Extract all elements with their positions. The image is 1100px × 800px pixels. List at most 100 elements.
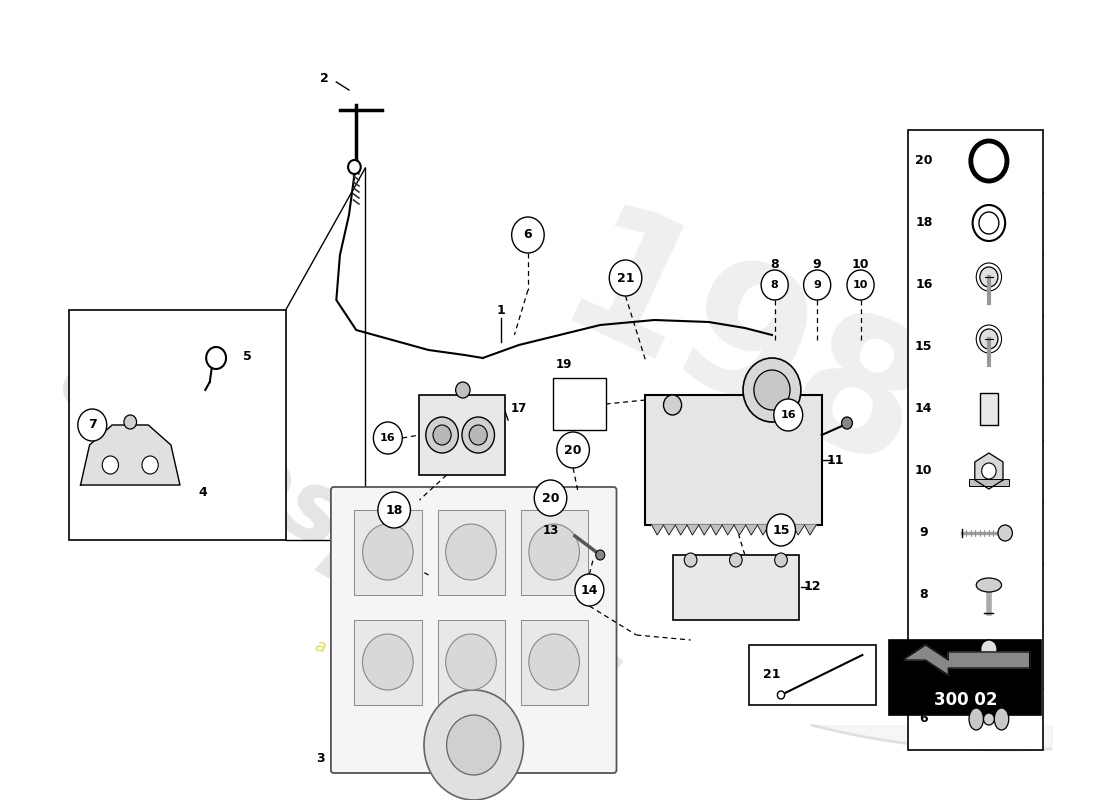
Text: 16: 16: [915, 278, 933, 291]
Text: 2: 2: [320, 71, 329, 85]
Ellipse shape: [976, 578, 1001, 592]
Circle shape: [998, 525, 1012, 541]
Circle shape: [206, 347, 225, 369]
Text: 10: 10: [851, 258, 869, 271]
Text: 7: 7: [920, 650, 928, 663]
Circle shape: [512, 217, 544, 253]
Text: 18: 18: [385, 503, 403, 517]
Text: 9: 9: [813, 258, 822, 271]
Text: 5: 5: [243, 350, 252, 362]
Polygon shape: [652, 525, 663, 535]
Text: 13: 13: [542, 523, 559, 537]
Text: 4: 4: [198, 486, 207, 498]
Circle shape: [980, 267, 998, 287]
FancyBboxPatch shape: [749, 645, 876, 705]
Text: 21: 21: [763, 669, 780, 682]
Text: 20: 20: [564, 443, 582, 457]
Circle shape: [767, 514, 795, 546]
Circle shape: [124, 415, 136, 429]
Circle shape: [804, 270, 830, 300]
FancyBboxPatch shape: [672, 555, 799, 620]
FancyBboxPatch shape: [980, 393, 998, 425]
Text: eurospares: eurospares: [40, 330, 636, 730]
FancyBboxPatch shape: [419, 395, 505, 475]
Polygon shape: [723, 525, 734, 535]
Circle shape: [447, 715, 500, 775]
Text: 21: 21: [617, 271, 635, 285]
Text: 12: 12: [804, 581, 822, 594]
Circle shape: [575, 574, 604, 606]
Text: 1985: 1985: [535, 194, 1064, 566]
Text: 300 02: 300 02: [934, 691, 997, 709]
Text: 14: 14: [915, 402, 933, 415]
Text: 1: 1: [496, 303, 505, 317]
Circle shape: [729, 553, 743, 567]
FancyBboxPatch shape: [354, 620, 422, 705]
Text: 3: 3: [316, 751, 324, 765]
Circle shape: [446, 634, 496, 690]
Circle shape: [979, 212, 999, 234]
Circle shape: [378, 492, 410, 528]
Circle shape: [778, 691, 784, 699]
Text: 20: 20: [915, 154, 933, 167]
Text: 10: 10: [852, 280, 868, 290]
Circle shape: [557, 432, 590, 468]
Text: 9: 9: [813, 280, 821, 290]
Text: 15: 15: [915, 341, 933, 354]
FancyBboxPatch shape: [438, 510, 505, 595]
Text: 8: 8: [771, 280, 779, 290]
Text: 6: 6: [524, 229, 532, 242]
Text: 17: 17: [510, 402, 527, 414]
Text: 16: 16: [780, 410, 796, 420]
Text: 20: 20: [542, 491, 559, 505]
Polygon shape: [769, 525, 781, 535]
FancyBboxPatch shape: [908, 130, 1043, 750]
Circle shape: [424, 690, 524, 800]
Circle shape: [529, 634, 580, 690]
Ellipse shape: [994, 708, 1009, 730]
Text: 15: 15: [772, 523, 790, 537]
Polygon shape: [734, 525, 746, 535]
Polygon shape: [675, 525, 688, 535]
Text: a passion for parts since 1985: a passion for parts since 1985: [314, 636, 580, 724]
Circle shape: [363, 634, 414, 690]
Text: 19: 19: [556, 358, 572, 371]
Circle shape: [373, 422, 403, 454]
Circle shape: [972, 205, 1005, 241]
Polygon shape: [80, 425, 180, 485]
FancyBboxPatch shape: [438, 620, 505, 705]
Circle shape: [348, 160, 361, 174]
Circle shape: [684, 553, 697, 567]
Text: 7: 7: [88, 418, 97, 431]
Circle shape: [609, 260, 641, 296]
FancyBboxPatch shape: [354, 510, 422, 595]
FancyBboxPatch shape: [646, 395, 822, 525]
Ellipse shape: [969, 708, 983, 730]
Circle shape: [529, 524, 580, 580]
Polygon shape: [688, 525, 698, 535]
Polygon shape: [804, 525, 816, 535]
Polygon shape: [698, 525, 711, 535]
Text: 16: 16: [379, 433, 396, 443]
FancyBboxPatch shape: [969, 479, 1009, 486]
Circle shape: [426, 417, 459, 453]
FancyBboxPatch shape: [553, 378, 606, 430]
FancyBboxPatch shape: [890, 640, 1042, 715]
Circle shape: [446, 524, 496, 580]
Text: 9: 9: [920, 526, 928, 539]
Circle shape: [455, 382, 470, 398]
Circle shape: [462, 417, 495, 453]
Circle shape: [983, 713, 994, 725]
Circle shape: [754, 370, 790, 410]
Circle shape: [774, 553, 788, 567]
Text: 10: 10: [915, 465, 933, 478]
Circle shape: [773, 399, 803, 431]
Circle shape: [981, 463, 997, 479]
Circle shape: [980, 329, 998, 349]
Polygon shape: [793, 525, 804, 535]
FancyBboxPatch shape: [331, 487, 616, 773]
Text: 8: 8: [920, 589, 928, 602]
Circle shape: [663, 395, 682, 415]
Circle shape: [102, 456, 119, 474]
Polygon shape: [758, 525, 769, 535]
